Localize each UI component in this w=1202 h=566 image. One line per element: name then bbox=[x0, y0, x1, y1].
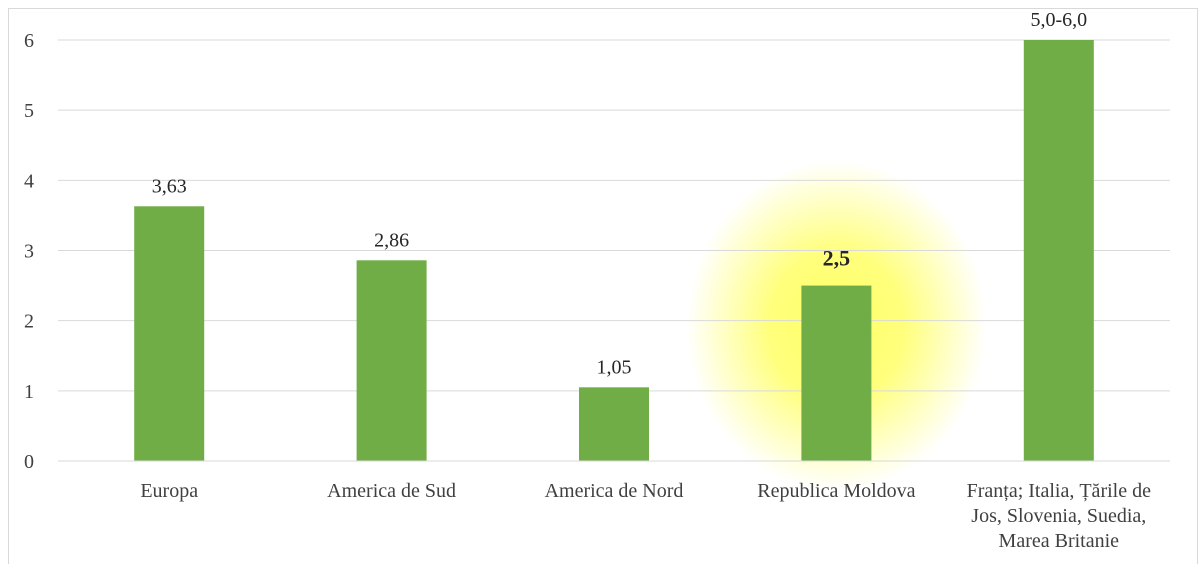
y-tick-label: 1 bbox=[24, 381, 34, 403]
bar bbox=[801, 285, 872, 461]
y-tick-label: 3 bbox=[24, 241, 34, 263]
x-tick-label: America de Nord bbox=[545, 480, 684, 502]
chart-frame bbox=[8, 8, 1198, 564]
data-label: 1,05 bbox=[597, 356, 632, 378]
x-tick-label: Republica Moldova bbox=[757, 480, 915, 502]
y-tick-label: 2 bbox=[24, 311, 34, 333]
data-label: 2,5 bbox=[823, 246, 851, 271]
x-tick-label: America de Sud bbox=[327, 480, 456, 502]
bar bbox=[579, 387, 649, 461]
data-label: 5,0-6,0 bbox=[1030, 9, 1087, 31]
y-tick-label: 6 bbox=[24, 30, 34, 52]
y-tick-label: 0 bbox=[24, 451, 34, 473]
x-tick-label: Europa bbox=[140, 480, 198, 502]
data-label: 2,86 bbox=[374, 229, 409, 251]
bar bbox=[134, 206, 205, 461]
x-tick-label: Jos, Slovenia, Suedia, bbox=[971, 505, 1146, 527]
y-tick-label: 5 bbox=[24, 100, 34, 122]
bar bbox=[356, 260, 427, 461]
x-tick-label: Franța; Italia, Țările de bbox=[967, 480, 1151, 502]
bar bbox=[1023, 40, 1094, 461]
data-label: 3,63 bbox=[152, 175, 187, 197]
y-tick-label: 4 bbox=[24, 170, 34, 192]
x-tick-label: Marea Britanie bbox=[999, 530, 1120, 552]
